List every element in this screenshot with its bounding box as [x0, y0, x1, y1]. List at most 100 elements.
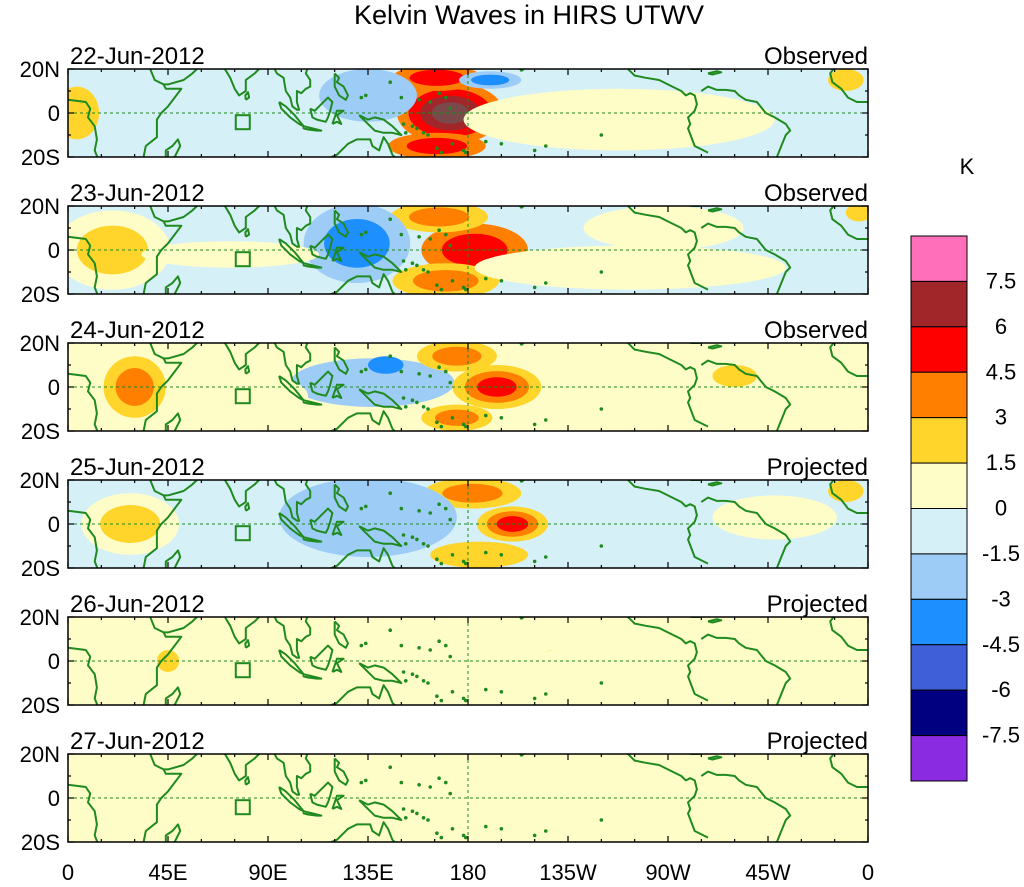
coastline — [358, 251, 403, 273]
coastline — [164, 412, 182, 431]
coastline — [278, 101, 305, 128]
island — [439, 698, 444, 703]
island — [403, 542, 408, 546]
coastline — [707, 481, 723, 487]
island — [417, 235, 421, 239]
lat-label: 20N — [20, 57, 60, 82]
island — [463, 424, 468, 429]
coastline — [68, 69, 183, 157]
island — [417, 646, 421, 650]
island — [439, 150, 444, 155]
contour-patch — [712, 365, 757, 387]
lon-label: 135W — [539, 860, 597, 885]
island — [403, 268, 408, 272]
region-box — [234, 525, 251, 542]
island — [443, 506, 448, 511]
island — [417, 509, 421, 513]
coastline — [302, 399, 323, 406]
island — [363, 230, 368, 235]
coastline — [700, 496, 792, 568]
contour-patch — [412, 269, 479, 292]
coastline — [68, 754, 183, 842]
lat-label: 0 — [48, 649, 60, 674]
coastline — [278, 512, 305, 539]
island — [499, 142, 504, 146]
contour-patch — [409, 69, 465, 86]
island — [599, 544, 604, 548]
island — [415, 126, 419, 131]
coastline — [302, 262, 323, 269]
map-panel: 20N 0 20S 25-Jun-2012 Projected — [20, 454, 869, 581]
coastline — [273, 617, 312, 659]
island — [463, 835, 468, 840]
map-panel: 20N 0 20S 26-Jun-2012 Projected — [20, 591, 869, 718]
coastline — [626, 69, 709, 154]
coastline — [328, 684, 397, 705]
island — [428, 237, 433, 241]
island — [410, 124, 415, 128]
coastline — [700, 633, 792, 705]
island — [401, 670, 406, 674]
colorbar-label: -7.5 — [982, 723, 1020, 748]
colorbar-swatch — [910, 735, 968, 782]
lat-label: 20S — [21, 419, 60, 444]
island — [421, 679, 426, 683]
island — [403, 816, 408, 820]
island — [461, 422, 466, 427]
island — [421, 268, 426, 272]
coastline — [223, 343, 261, 371]
island — [415, 674, 419, 679]
island — [403, 679, 408, 683]
island — [363, 93, 368, 98]
island — [599, 407, 604, 411]
island — [388, 354, 393, 359]
coastline — [278, 786, 305, 813]
contour-patch — [441, 789, 540, 834]
colorbar-swatch — [910, 689, 968, 737]
lon-label: 135E — [342, 860, 393, 885]
map-panel: 20N 0 20S 23-Jun-2012 Observed — [20, 180, 869, 307]
contour-patch — [406, 137, 467, 155]
coastline — [302, 673, 323, 680]
colorbar-swatch — [910, 235, 968, 282]
panel-status: Observed — [764, 43, 868, 70]
island — [415, 400, 419, 405]
island — [439, 287, 444, 292]
lat-label: 20N — [20, 194, 60, 219]
contour-patch — [828, 69, 864, 91]
island — [450, 416, 455, 420]
island — [426, 407, 430, 411]
panel-date: 23-Jun-2012 — [70, 180, 205, 207]
island — [448, 791, 453, 796]
coastline — [358, 388, 403, 410]
coastline — [164, 275, 182, 294]
coastline — [244, 502, 251, 512]
island — [403, 405, 408, 409]
coastline — [309, 644, 334, 671]
island — [437, 228, 441, 232]
region-box — [234, 114, 251, 131]
contour-patch — [474, 245, 786, 290]
map-panel: 20N 0 20S 22-Jun-2012 Observed — [20, 43, 869, 170]
coastline — [273, 206, 312, 248]
coastline — [707, 344, 723, 350]
island — [448, 243, 453, 248]
panel-status: Projected — [767, 591, 868, 618]
coastline — [273, 480, 312, 522]
lat-label: 0 — [48, 375, 60, 400]
coastline — [328, 136, 397, 157]
contour-field — [68, 69, 868, 157]
island — [401, 122, 406, 126]
island — [421, 131, 426, 135]
island — [461, 285, 466, 290]
coastline — [333, 483, 349, 512]
coastline — [664, 476, 673, 478]
coastline — [223, 69, 261, 97]
island — [417, 98, 421, 102]
contour-patch — [279, 480, 457, 557]
coastline — [700, 85, 792, 157]
lon-label: 90E — [248, 860, 287, 885]
lon-label: 90W — [645, 860, 690, 885]
contour-field — [68, 754, 868, 842]
island — [359, 780, 364, 785]
